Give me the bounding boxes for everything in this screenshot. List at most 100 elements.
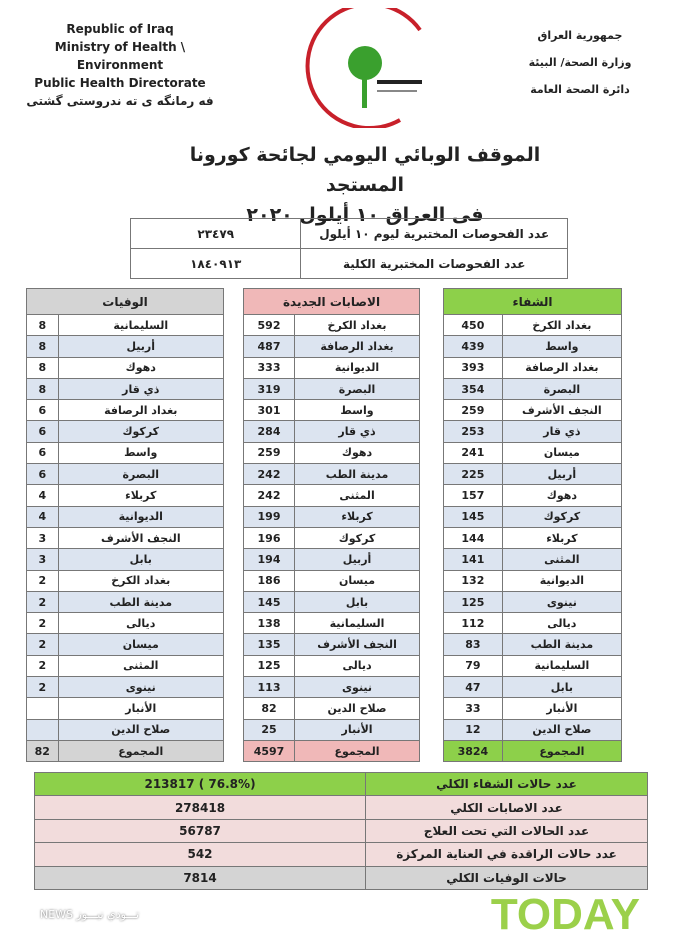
summary-label: عدد الحالات التي تحت العلاج	[365, 818, 648, 844]
count: 2	[26, 654, 59, 678]
table-row: كربلاء 4	[26, 484, 225, 507]
governorate: كركوك	[501, 505, 623, 528]
governorate: النجف الأشرف	[501, 399, 623, 422]
count: 6	[26, 399, 59, 422]
summary-row: حالات الوفيات الكلي 7814	[33, 865, 648, 890]
table-row: بغداد الرصافة 487	[242, 335, 420, 358]
governorate: كركوك	[57, 420, 225, 443]
summary-value: 56787	[33, 818, 367, 844]
governorate: السليمانية	[57, 313, 225, 337]
table-row: أربيل 194	[242, 548, 420, 571]
count: 6	[26, 463, 59, 486]
count: 125	[242, 654, 296, 678]
table-row: النجف الأشرف 3	[26, 526, 225, 550]
summary-value: 7814	[33, 865, 367, 890]
count: 393	[443, 356, 503, 379]
governorate: الديوانية	[501, 569, 623, 592]
count: 225	[443, 463, 503, 486]
table-row: بغداد الكرخ 2	[26, 569, 225, 592]
table-row: كركوك 6	[26, 420, 225, 443]
label: عدد الفحوصات المختبرية ليوم ١٠ أيلول	[300, 218, 568, 249]
label: عدد الفحوصات المختبرية الكلية	[300, 248, 568, 279]
governorate: مدينة الطب	[57, 590, 225, 614]
table-row: ذي قار 253	[443, 420, 623, 443]
table-row: الديوانية 132	[443, 569, 623, 592]
header-english: Republic of Iraq Ministry of Health \ En…	[10, 20, 230, 110]
governorate: النجف الأشرف	[57, 526, 225, 550]
count: 8	[26, 313, 59, 337]
governorate: واسط	[294, 399, 420, 422]
count	[26, 718, 59, 741]
table-row: السليمانية 79	[443, 654, 623, 678]
count: 113	[242, 676, 296, 699]
governorate: الأنبار	[501, 697, 623, 720]
summary-label: حالات الوفيات الكلي	[365, 865, 648, 890]
count: 3	[26, 526, 59, 550]
table-row: مدينة الطب 242	[242, 463, 420, 486]
count: 47	[443, 676, 503, 699]
header-arabic: جمهورية العراق وزارة الصحة/ البيئة دائرة…	[515, 22, 645, 103]
governorate: ذي قار	[501, 420, 623, 443]
table-row: البصرة 6	[26, 463, 225, 486]
header-line: Ministry of Health \ Environment	[54, 40, 186, 72]
count: 125	[443, 590, 503, 614]
table-row: المثنى 242	[242, 484, 420, 507]
table-row: السليمانية 138	[242, 612, 420, 635]
table-row: نينوى 113	[242, 676, 420, 699]
count: 157	[443, 484, 503, 507]
governorate: دهوك	[501, 484, 623, 507]
table-row: أربيل 225	[443, 463, 623, 486]
table-row: دهوك 8	[26, 356, 225, 379]
count: 186	[242, 569, 296, 592]
count: 284	[242, 420, 296, 443]
count: 25	[242, 718, 296, 741]
governorate: صلاح الدين	[57, 718, 225, 741]
governorate: نينوى	[501, 590, 623, 614]
table-row: الأنبار 25	[242, 718, 420, 741]
table-row: بابل 47	[443, 676, 623, 699]
watermark-logo: TODAY	[490, 890, 640, 939]
count: 82	[242, 697, 296, 720]
table-title: الاصابات الجديدة	[243, 288, 420, 315]
summary-row: عدد حالات الشفاء الكلي (76.8% ) 213817	[33, 771, 648, 797]
governorate: بغداد الكرخ	[501, 313, 623, 337]
table-row: كربلاء 144	[443, 526, 623, 550]
count: 319	[242, 377, 296, 401]
table-row: ديالى 125	[242, 654, 420, 678]
count: 12	[443, 718, 503, 741]
count: 6	[26, 441, 59, 465]
governorate: ذي قار	[294, 420, 420, 443]
table-row: بغداد الكرخ 450	[443, 313, 623, 337]
table-row: المثنى 141	[443, 548, 623, 571]
count: 8	[26, 335, 59, 358]
table-row: النجف الأشرف 259	[443, 399, 623, 422]
table-header: الاصابات الجديدة	[243, 288, 420, 315]
table-row: النجف الأشرف 135	[242, 633, 420, 656]
governorate: ميسان	[501, 441, 623, 465]
header-line: Public Health Directorate	[34, 76, 206, 90]
count: 132	[443, 569, 503, 592]
governorate: الديوانية	[294, 356, 420, 379]
count: 144	[443, 526, 503, 550]
table-row: الأنبار 33	[443, 697, 623, 720]
governorate: بابل	[294, 590, 420, 614]
count: 2	[26, 633, 59, 656]
title-line: الموقف الوبائي اليومي لجائحة كورونا المس…	[189, 144, 541, 196]
governorate: بغداد الكرخ	[294, 313, 420, 337]
recovery-table: الشفاء بغداد الكرخ 450 واسط 439 بغداد الرصافة…	[443, 288, 623, 763]
deaths-table: الوفيات السليمانية 8 أربيل 8 دهوك 8 ذي قار 8 بغدا…	[26, 288, 225, 763]
count	[26, 697, 59, 720]
governorate: أربيل	[57, 335, 225, 358]
count: 592	[242, 313, 296, 337]
table-row: دهوك 259	[242, 441, 420, 465]
table-row: ذي قار 8	[26, 377, 225, 401]
value: ١٨٤٠٩١٣	[129, 248, 302, 279]
table-row: الديوانية 4	[26, 505, 225, 528]
governorate: المثنى	[57, 654, 225, 678]
count: 194	[242, 548, 296, 571]
count: 138	[242, 612, 296, 635]
governorate: ديالى	[294, 654, 420, 678]
governorate: كربلاء	[294, 505, 420, 528]
total-label: المجموع	[501, 739, 623, 763]
table-row: ميسان 186	[242, 569, 420, 592]
